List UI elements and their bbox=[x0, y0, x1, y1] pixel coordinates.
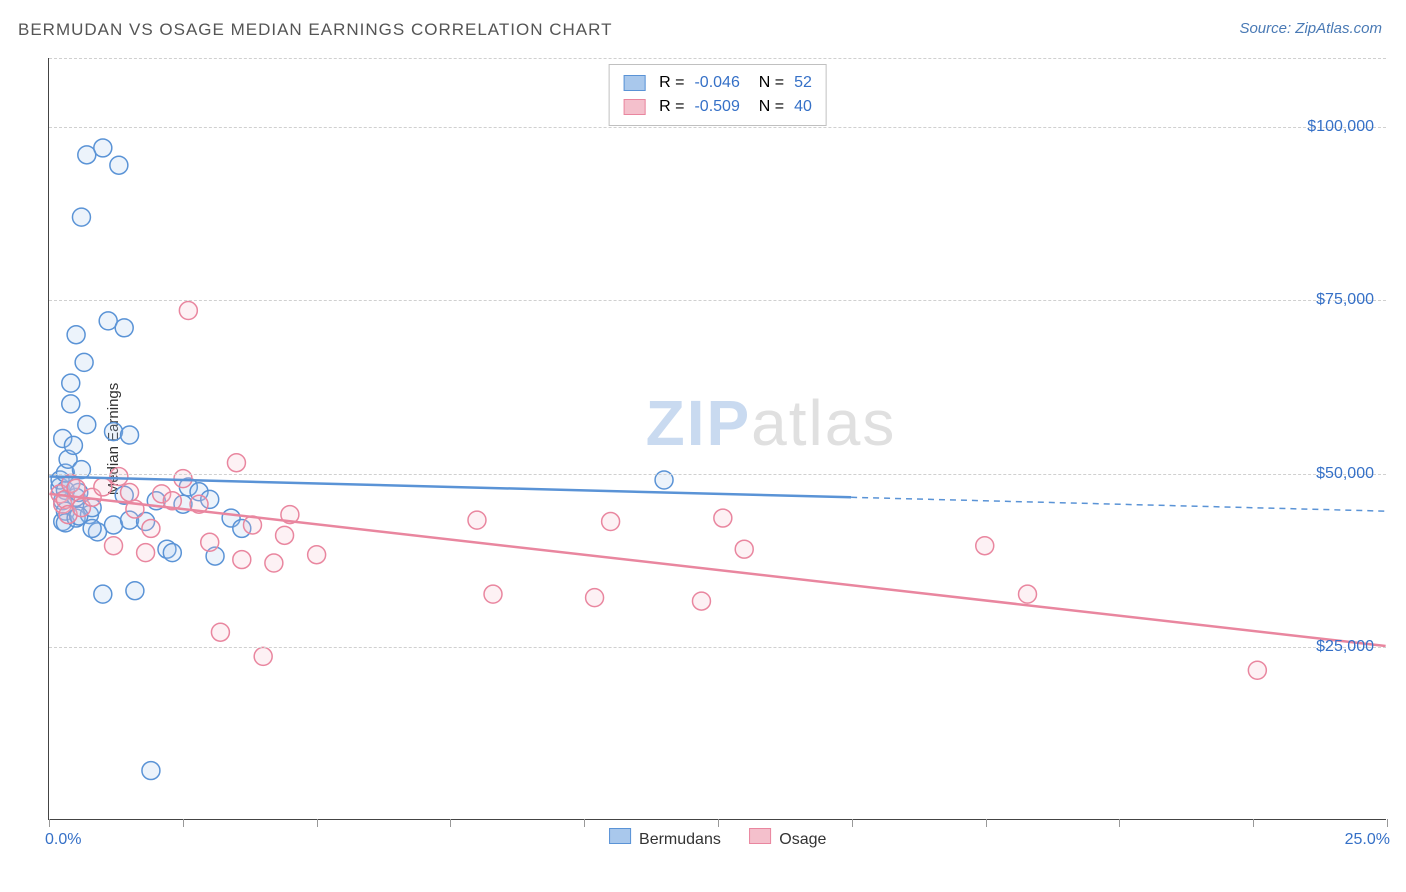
scatter-point bbox=[233, 551, 251, 569]
scatter-point bbox=[105, 537, 123, 555]
scatter-point bbox=[211, 623, 229, 641]
scatter-point bbox=[105, 423, 123, 441]
scatter-point bbox=[1019, 585, 1037, 603]
x-tick bbox=[450, 819, 451, 827]
x-tick bbox=[584, 819, 585, 827]
scatter-point bbox=[94, 585, 112, 603]
scatter-point bbox=[121, 426, 139, 444]
x-tick bbox=[317, 819, 318, 827]
plot-area: Median Earnings ZIPatlas R = -0.046 N = … bbox=[48, 58, 1386, 820]
scatter-point bbox=[735, 540, 753, 558]
scatter-point bbox=[163, 544, 181, 562]
scatter-point bbox=[692, 592, 710, 610]
scatter-point bbox=[142, 519, 160, 537]
scatter-point bbox=[254, 647, 272, 665]
legend-label-bermudans: Bermudans bbox=[639, 831, 721, 848]
x-tick bbox=[1387, 819, 1388, 827]
scatter-point bbox=[99, 312, 117, 330]
scatter-point bbox=[62, 395, 80, 413]
scatter-point bbox=[137, 544, 155, 562]
scatter-point bbox=[586, 589, 604, 607]
legend-item-bermudans: Bermudans bbox=[609, 828, 721, 849]
scatter-point bbox=[265, 554, 283, 572]
x-tick bbox=[852, 819, 853, 827]
scatter-point bbox=[110, 156, 128, 174]
scatter-point bbox=[83, 519, 101, 537]
legend-label-osage: Osage bbox=[779, 831, 826, 848]
chart-title: BERMUDAN VS OSAGE MEDIAN EARNINGS CORREL… bbox=[18, 20, 612, 40]
scatter-point bbox=[1248, 661, 1266, 679]
scatter-point bbox=[105, 516, 123, 534]
scatter-point bbox=[62, 374, 80, 392]
legend-bottom: Bermudans Osage bbox=[609, 828, 827, 849]
source-label: Source: ZipAtlas.com bbox=[1239, 20, 1382, 37]
x-axis-end: 25.0% bbox=[1345, 831, 1390, 849]
scatter-point bbox=[115, 319, 133, 337]
scatter-point bbox=[72, 208, 90, 226]
scatter-point bbox=[78, 146, 96, 164]
scatter-point bbox=[201, 533, 219, 551]
gridline bbox=[49, 300, 1386, 301]
x-tick bbox=[986, 819, 987, 827]
x-axis-start: 0.0% bbox=[45, 831, 81, 849]
scatter-svg bbox=[49, 58, 1386, 819]
scatter-point bbox=[468, 511, 486, 529]
scatter-point bbox=[276, 526, 294, 544]
gridline bbox=[49, 127, 1386, 128]
scatter-point bbox=[67, 326, 85, 344]
swatch-bermudans-bottom bbox=[609, 828, 631, 844]
x-tick bbox=[183, 819, 184, 827]
swatch-osage-bottom bbox=[749, 828, 771, 844]
scatter-point bbox=[94, 139, 112, 157]
x-tick bbox=[718, 819, 719, 827]
scatter-point bbox=[121, 483, 139, 501]
scatter-point bbox=[602, 513, 620, 531]
scatter-point bbox=[484, 585, 502, 603]
scatter-point bbox=[126, 582, 144, 600]
scatter-point bbox=[64, 436, 82, 454]
legend-item-osage: Osage bbox=[749, 828, 827, 849]
scatter-point bbox=[976, 537, 994, 555]
scatter-point bbox=[179, 302, 197, 320]
gridline bbox=[49, 474, 1386, 475]
trend-line-extrapolated bbox=[851, 497, 1385, 511]
y-tick-label: $75,000 bbox=[1316, 291, 1374, 309]
scatter-point bbox=[110, 468, 128, 486]
scatter-point bbox=[78, 416, 96, 434]
y-tick-label: $100,000 bbox=[1307, 118, 1374, 136]
x-tick bbox=[1119, 819, 1120, 827]
scatter-point bbox=[67, 479, 85, 497]
scatter-point bbox=[714, 509, 732, 527]
scatter-point bbox=[75, 353, 93, 371]
scatter-point bbox=[94, 478, 112, 496]
x-tick bbox=[1253, 819, 1254, 827]
gridline bbox=[49, 647, 1386, 648]
scatter-point bbox=[227, 454, 245, 472]
y-tick-label: $25,000 bbox=[1316, 638, 1374, 656]
scatter-point bbox=[142, 762, 160, 780]
scatter-point bbox=[308, 546, 326, 564]
y-tick-label: $50,000 bbox=[1316, 465, 1374, 483]
gridline bbox=[49, 58, 1386, 59]
x-tick bbox=[49, 819, 50, 827]
